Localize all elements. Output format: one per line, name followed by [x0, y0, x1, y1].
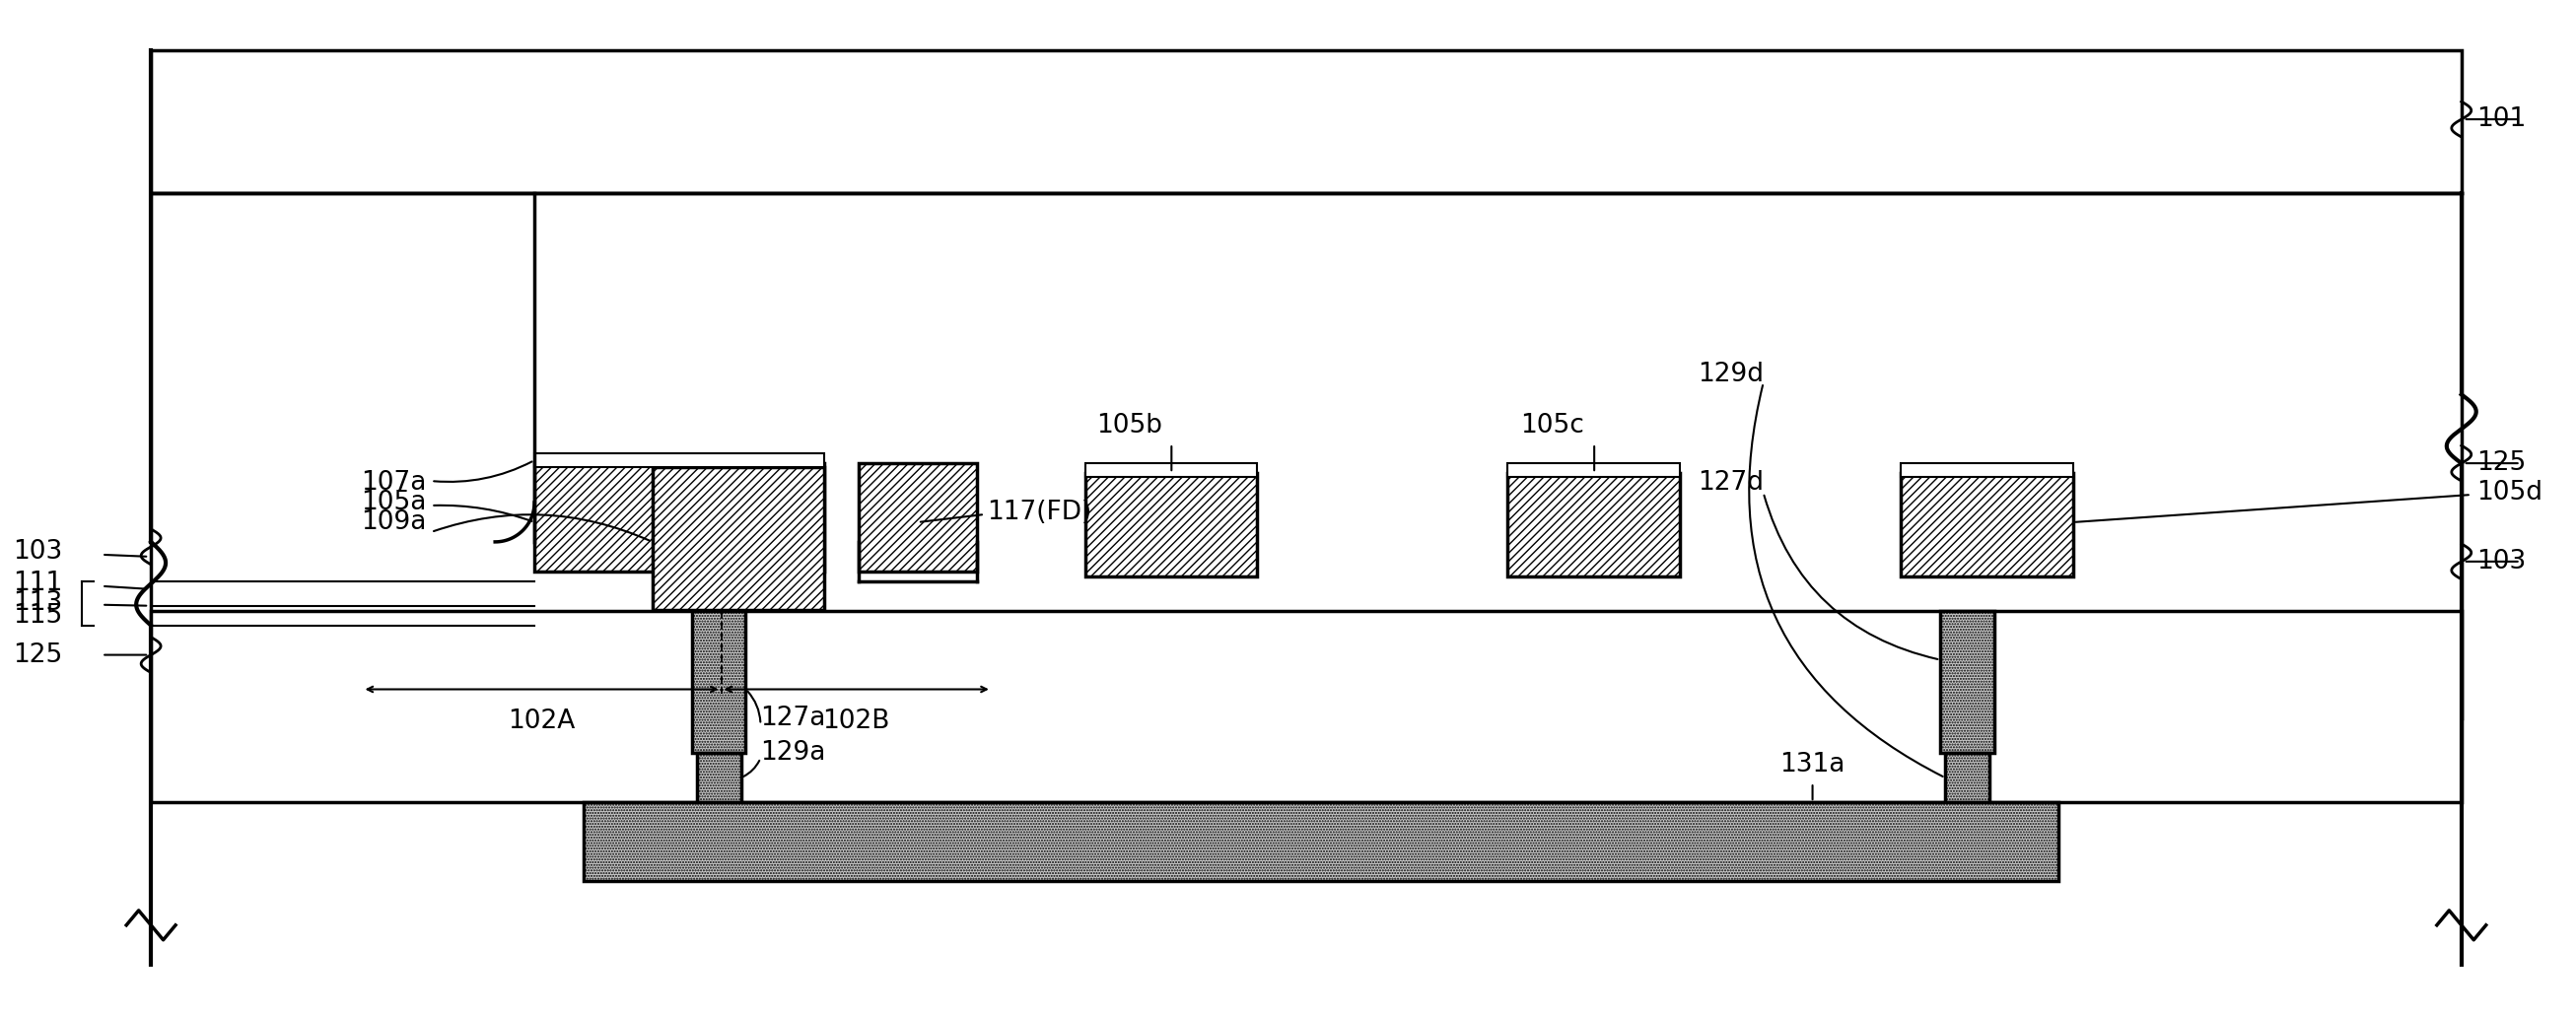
Text: 109a: 109a	[361, 510, 425, 535]
Text: 127a: 127a	[760, 706, 827, 731]
Text: 117(FD): 117(FD)	[987, 499, 1092, 525]
Text: 105c: 105c	[1520, 413, 1584, 439]
Text: 129a: 129a	[760, 741, 827, 766]
Text: 125: 125	[13, 642, 62, 668]
Bar	[152, 193, 2463, 719]
Bar	[1901, 473, 2074, 576]
Text: 103: 103	[2476, 549, 2524, 574]
Bar	[533, 454, 824, 467]
Bar	[696, 754, 742, 802]
Text: 115: 115	[13, 603, 62, 628]
Bar	[1084, 473, 1257, 576]
Text: 102B: 102B	[822, 709, 891, 734]
Text: 125: 125	[2476, 451, 2524, 476]
Text: 105a: 105a	[361, 489, 425, 516]
Text: 131a: 131a	[1780, 752, 1844, 778]
Bar	[1945, 754, 1989, 802]
Text: 111: 111	[13, 570, 62, 596]
Text: 129d: 129d	[1698, 362, 1765, 388]
Bar	[652, 467, 824, 610]
Text: 103: 103	[13, 539, 62, 564]
Text: 113: 113	[13, 590, 62, 616]
Text: 101: 101	[2476, 106, 2524, 132]
Bar	[585, 802, 2058, 881]
Bar	[1901, 463, 2074, 477]
Bar	[152, 611, 2463, 802]
Text: 105b: 105b	[1097, 413, 1162, 439]
Bar	[1507, 473, 1680, 576]
Bar	[533, 463, 824, 571]
Bar	[152, 51, 2463, 193]
Bar	[1084, 463, 1257, 477]
Bar	[1507, 463, 1680, 477]
Bar	[1940, 611, 1994, 754]
Bar	[693, 611, 747, 754]
Bar	[858, 463, 976, 571]
Text: 127d: 127d	[1698, 470, 1765, 495]
Text: 102A: 102A	[507, 709, 574, 734]
Text: 105d: 105d	[2476, 480, 2543, 505]
Text: 107a: 107a	[361, 470, 425, 495]
